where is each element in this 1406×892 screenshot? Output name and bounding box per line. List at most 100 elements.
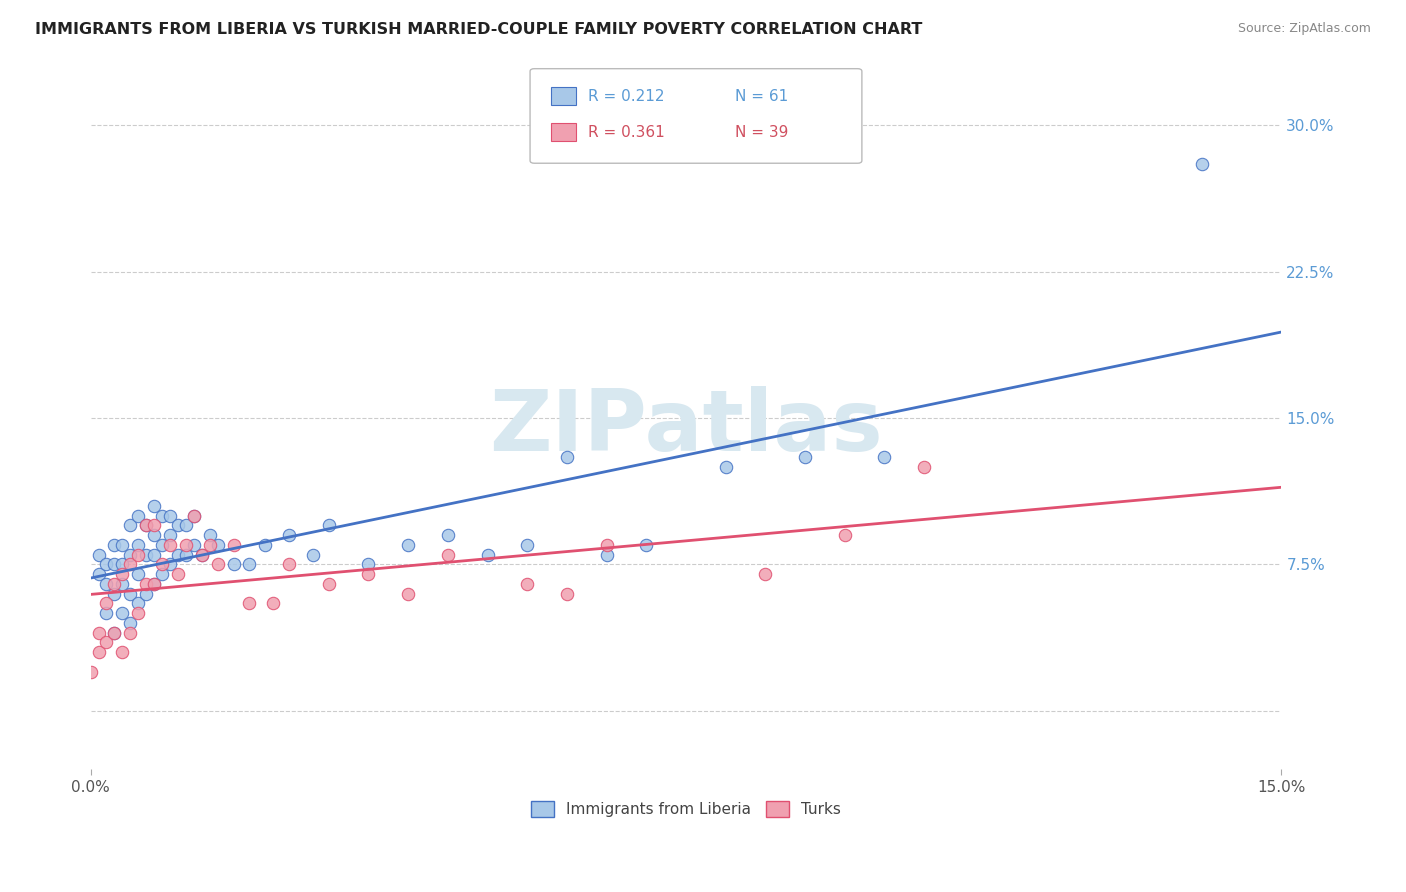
Point [357, 558, 380, 572]
Point [302, 548, 325, 562]
Point [135, 577, 157, 591]
Point [159, 508, 181, 523]
Point [127, 597, 149, 611]
Point [555, 450, 578, 464]
Point [96, 577, 118, 591]
Point [167, 567, 190, 582]
Point [135, 587, 157, 601]
Point [127, 606, 149, 620]
Point [174, 538, 197, 552]
Text: R = 0.212: R = 0.212 [588, 89, 664, 103]
Point [159, 538, 181, 552]
Point [150, 508, 173, 523]
Point [278, 558, 301, 572]
Point [111, 567, 134, 582]
Point [207, 538, 229, 552]
Point [96, 606, 118, 620]
Point [238, 597, 260, 611]
Point [135, 518, 157, 533]
Point [96, 635, 118, 649]
Text: IMMIGRANTS FROM LIBERIA VS TURKISH MARRIED-COUPLE FAMILY POVERTY CORRELATION CHA: IMMIGRANTS FROM LIBERIA VS TURKISH MARRI… [35, 22, 922, 37]
Point [222, 538, 245, 552]
Point [96, 558, 118, 572]
Point [222, 558, 245, 572]
Point [477, 548, 499, 562]
Point [103, 538, 125, 552]
Point [873, 450, 896, 464]
Point [87, 567, 110, 582]
Text: Source: ZipAtlas.com: Source: ZipAtlas.com [1237, 22, 1371, 36]
Point [794, 450, 817, 464]
Text: N = 61: N = 61 [735, 89, 787, 103]
Point [516, 538, 538, 552]
Point [207, 558, 229, 572]
Point [96, 597, 118, 611]
Point [167, 548, 190, 562]
Point [437, 548, 460, 562]
Point [555, 587, 578, 601]
Point [111, 606, 134, 620]
Point [87, 548, 110, 562]
Point [127, 508, 149, 523]
Point [595, 538, 617, 552]
Point [754, 567, 776, 582]
Point [143, 499, 166, 513]
Point [396, 587, 419, 601]
Point [396, 538, 419, 552]
Point [714, 459, 737, 474]
Point [120, 518, 142, 533]
Text: ZIPatlas: ZIPatlas [489, 386, 883, 469]
Point [111, 538, 134, 552]
Point [190, 548, 212, 562]
Point [103, 558, 125, 572]
Point [120, 625, 142, 640]
Point [357, 567, 380, 582]
Point [87, 625, 110, 640]
Point [437, 528, 460, 542]
Text: R = 0.361: R = 0.361 [588, 125, 665, 139]
Point [143, 577, 166, 591]
Point [143, 548, 166, 562]
Point [79, 665, 101, 679]
Point [135, 548, 157, 562]
Point [198, 528, 221, 542]
Point [912, 459, 935, 474]
Point [127, 538, 149, 552]
Point [120, 548, 142, 562]
Point [254, 538, 277, 552]
Point [150, 567, 173, 582]
Point [183, 508, 205, 523]
Point [183, 508, 205, 523]
Point [516, 577, 538, 591]
Point [111, 645, 134, 659]
Point [262, 597, 284, 611]
Point [278, 528, 301, 542]
Point [87, 645, 110, 659]
Point [111, 577, 134, 591]
Point [190, 548, 212, 562]
Point [103, 577, 125, 591]
Point [1191, 157, 1213, 171]
Point [127, 548, 149, 562]
Point [127, 567, 149, 582]
Point [318, 577, 340, 591]
Point [318, 518, 340, 533]
Point [143, 518, 166, 533]
Point [143, 528, 166, 542]
Text: N = 39: N = 39 [735, 125, 789, 139]
Point [103, 625, 125, 640]
Point [120, 558, 142, 572]
Point [103, 625, 125, 640]
Point [636, 538, 658, 552]
Point [167, 518, 190, 533]
Legend: Immigrants from Liberia, Turks: Immigrants from Liberia, Turks [524, 795, 848, 823]
Point [120, 615, 142, 630]
Point [174, 518, 197, 533]
Point [174, 548, 197, 562]
Point [159, 528, 181, 542]
Point [120, 587, 142, 601]
Point [103, 587, 125, 601]
Point [198, 538, 221, 552]
Point [238, 558, 260, 572]
Point [143, 577, 166, 591]
